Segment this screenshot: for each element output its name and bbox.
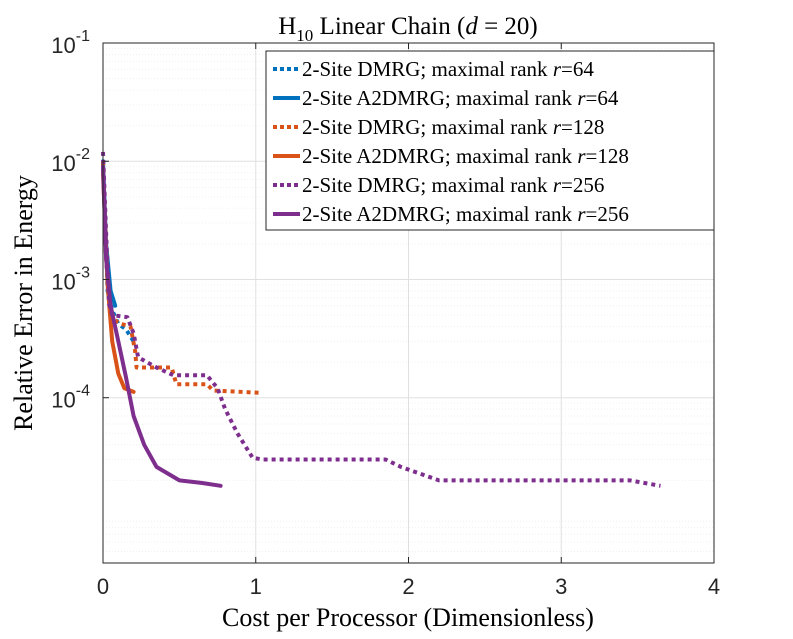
y-tick-label: 10-1 xyxy=(51,28,90,58)
y-tick-exponent: -1 xyxy=(76,28,90,45)
title-var: d xyxy=(465,13,478,40)
y-tick-exponent: -4 xyxy=(76,383,90,400)
legend-label-prefix: 2-Site DMRG; maximal rank xyxy=(302,115,553,139)
legend-label-2: 2-Site A2DMRG; maximal rank r=64 xyxy=(302,86,619,110)
legend-label-suffix: =256 xyxy=(561,173,604,197)
legend-label-var: r xyxy=(553,173,562,197)
x-tick-label: 2 xyxy=(402,574,414,599)
series-line-5 xyxy=(101,151,661,488)
legend-label-suffix: =64 xyxy=(561,57,594,81)
legend-box xyxy=(265,50,715,231)
y-tick-label: 10-2 xyxy=(51,146,90,176)
x-tick-label: 4 xyxy=(708,574,720,599)
series-line-1 xyxy=(101,161,136,343)
y-tick-label: 10-3 xyxy=(51,264,90,294)
x-tick-label: 3 xyxy=(555,574,567,599)
y-tick-exponent: -2 xyxy=(76,146,90,163)
legend-label-var: r xyxy=(553,115,562,139)
legend-label-prefix: 2-Site A2DMRG; maximal rank xyxy=(302,86,577,110)
y-tick-exponent: -3 xyxy=(76,264,90,281)
y-tick-label: 10-4 xyxy=(51,383,90,413)
chart-title: H10 Linear Chain (d = 20) xyxy=(278,13,538,45)
y-axis-label: Relative Error in Energy xyxy=(9,175,38,431)
legend-label-suffix: =256 xyxy=(586,202,629,226)
y-tick-base: 10 xyxy=(51,388,75,413)
legend-label-5: 2-Site DMRG; maximal rank r=256 xyxy=(302,173,604,197)
legend-label-suffix: =128 xyxy=(561,115,604,139)
title-prefix: H xyxy=(278,13,296,40)
x-axis-label: Cost per Processor (Dimensionless) xyxy=(222,603,594,632)
legend-label-suffix: =128 xyxy=(586,144,629,168)
legend-entries: 2-Site DMRG; maximal rank r=642-Site A2D… xyxy=(273,57,629,226)
tick-layer: 0 1 2 3 410-410-310-210-1 xyxy=(51,28,720,599)
series-line-3 xyxy=(101,161,261,395)
legend-label-prefix: 2-Site DMRG; maximal rank xyxy=(302,57,553,81)
legend[interactable]: 2-Site DMRG; maximal rank r=642-Site A2D… xyxy=(265,50,715,231)
y-tick-base: 10 xyxy=(51,33,75,58)
legend-label-6: 2-Site A2DMRG; maximal rank r=256 xyxy=(302,202,629,226)
legend-label-var: r xyxy=(577,202,586,226)
series-layer xyxy=(101,151,661,488)
title-middle: Linear Chain ( xyxy=(313,13,465,40)
legend-label-4: 2-Site A2DMRG; maximal rank r=128 xyxy=(302,144,629,168)
title-eq: = 20) xyxy=(478,13,538,40)
x-tick-label: 1 xyxy=(250,574,262,599)
y-tick-base: 10 xyxy=(51,151,75,176)
legend-label-3: 2-Site DMRG; maximal rank r=128 xyxy=(302,115,604,139)
y-tick-base: 10 xyxy=(51,269,75,294)
legend-label-suffix: =64 xyxy=(586,86,619,110)
legend-label-1: 2-Site DMRG; maximal rank r=64 xyxy=(302,57,594,81)
legend-label-var: r xyxy=(577,86,586,110)
legend-label-var: r xyxy=(553,57,562,81)
x-tick-label: 0 xyxy=(97,574,109,599)
title-subscript: 10 xyxy=(296,26,313,45)
legend-label-prefix: 2-Site A2DMRG; maximal rank xyxy=(302,202,577,226)
legend-label-prefix: 2-Site DMRG; maximal rank xyxy=(302,173,553,197)
legend-label-var: r xyxy=(577,144,586,168)
legend-label-prefix: 2-Site A2DMRG; maximal rank xyxy=(302,144,577,168)
series-line-6 xyxy=(101,164,223,488)
